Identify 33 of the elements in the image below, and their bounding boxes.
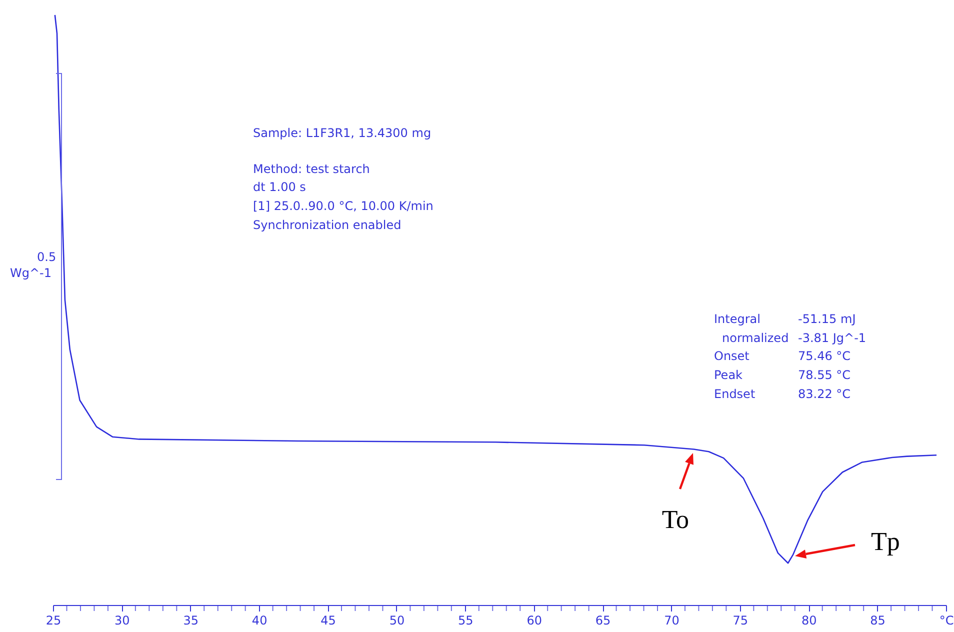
x-tick-label: °C (939, 614, 954, 628)
annotation: Integral (714, 312, 760, 326)
annotation: 78.55 °C (798, 368, 851, 382)
annotation: dt 1.00 s (253, 180, 306, 194)
x-tick-label: 85 (870, 614, 886, 628)
annotation: -51.15 mJ (798, 312, 856, 326)
x-tick-label: 25 (46, 614, 62, 628)
annotation: Tp (870, 526, 900, 556)
x-tick-label: 40 (252, 614, 268, 628)
annotation: Endset (714, 387, 756, 401)
annotation: Synchronization enabled (253, 218, 402, 232)
annotation: To (662, 505, 689, 534)
x-tick-label: 45 (320, 614, 336, 628)
x-tick-label: 80 (801, 614, 817, 628)
x-tick-label: 35 (183, 614, 199, 628)
x-tick-label: 60 (526, 614, 542, 628)
annotation: normalized (722, 331, 789, 345)
annotation: 0.5 (37, 250, 56, 264)
x-tick-label: 70 (664, 614, 680, 628)
annotation: [1] 25.0..90.0 °C, 10.00 K/min (253, 199, 434, 213)
annotation: Sample: L1F3R1, 13.4300 mg (253, 126, 432, 140)
annotation: Method: test starch (253, 162, 370, 176)
annotation: 75.46 °C (798, 349, 851, 363)
x-tick-label: 30 (114, 614, 130, 628)
x-tick-label: 65 (595, 614, 611, 628)
annotation: 83.22 °C (798, 387, 851, 401)
text: Wg^-1 (10, 266, 52, 280)
annotation: -3.81 Jg^-1 (798, 331, 866, 345)
annotation: Onset (714, 349, 750, 363)
x-tick-label: 75 (732, 614, 748, 628)
x-tick-label: 55 (458, 614, 474, 628)
annotation: Peak (714, 368, 742, 382)
x-tick-label: 50 (389, 614, 405, 628)
